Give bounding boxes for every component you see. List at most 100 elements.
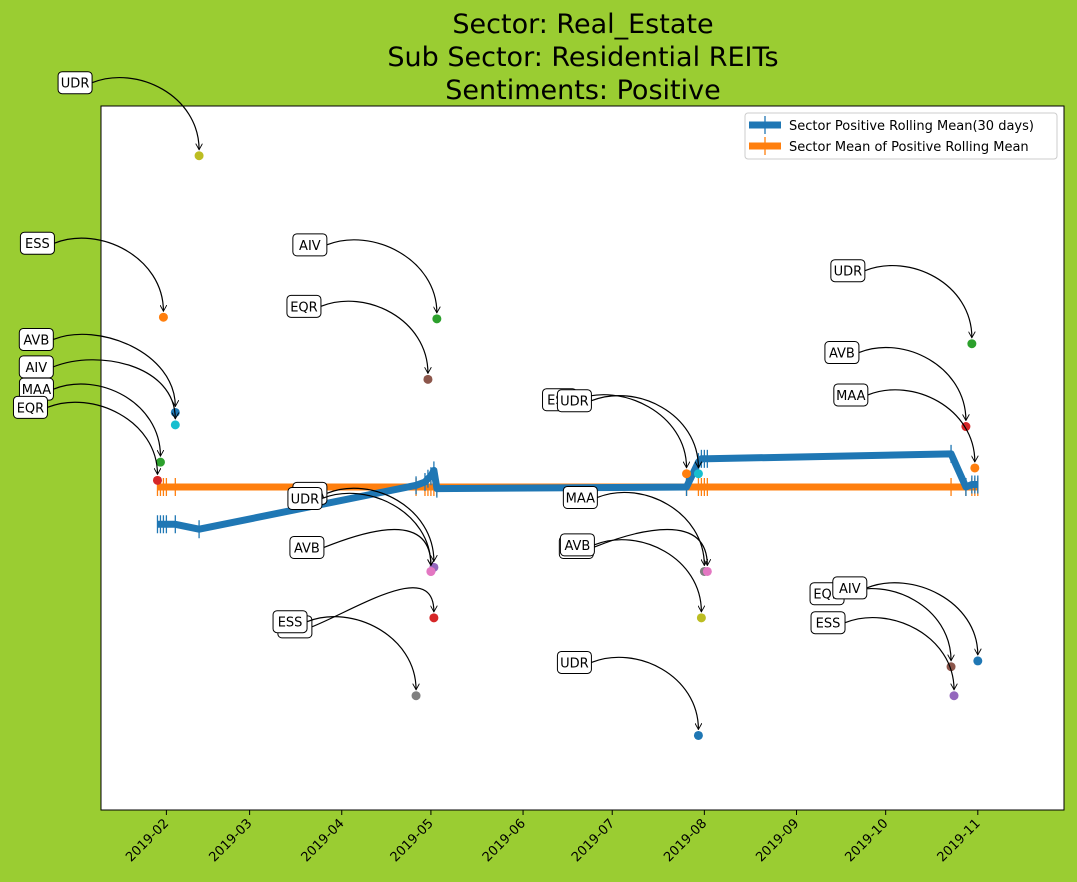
data-point xyxy=(158,312,168,322)
annotation-arrow xyxy=(326,239,437,313)
annotation-arrow xyxy=(91,77,199,150)
x-tick-label: 2019-08 xyxy=(661,816,710,865)
x-tick-label: 2019-05 xyxy=(388,816,437,865)
data-point xyxy=(682,469,692,479)
annotation-box xyxy=(57,71,93,95)
x-tick-label: 2019-04 xyxy=(299,816,348,865)
annotation-label: ESS xyxy=(25,237,50,252)
data-point xyxy=(152,475,162,485)
data-point xyxy=(411,691,421,701)
x-tick-label: 2019-10 xyxy=(842,816,891,865)
x-axis: 2019-02 2019-03 2019-04 2019-05 2019-06 2019-… xyxy=(123,810,984,865)
annotation-box xyxy=(272,610,308,634)
annotation-label: UDR xyxy=(291,492,320,507)
annotation-box xyxy=(12,395,48,419)
annotation-arrow xyxy=(591,395,698,468)
title-line-3: Sentiments: Positive xyxy=(445,75,720,106)
annotation-arrow xyxy=(306,616,416,690)
annotation-arrow xyxy=(320,300,428,373)
annotation-label: AIV xyxy=(25,361,47,376)
annotation-arrow xyxy=(53,333,175,406)
data-point xyxy=(432,314,442,324)
annotation-label: AVB xyxy=(23,333,49,348)
annotation-label: ESS xyxy=(278,616,303,631)
annotation-arrow xyxy=(593,528,707,565)
legend: Sector Positive Rolling Mean(30 days) Sec… xyxy=(744,112,1058,160)
rolling-mean-line xyxy=(156,450,979,533)
annotation-label: AVB xyxy=(294,541,320,556)
annotation-arrow xyxy=(53,359,175,419)
x-tick-label: 2019-07 xyxy=(569,816,618,865)
title-line-1: Sector: Real_Estate xyxy=(452,9,713,40)
data-point xyxy=(970,463,980,473)
annotation-label: UDR xyxy=(834,265,863,280)
annotation-arrow xyxy=(867,389,975,462)
annotation-label: UDR xyxy=(560,395,589,410)
annotation-label: AIV xyxy=(299,239,321,254)
annotation-arrow xyxy=(326,487,434,561)
data-point xyxy=(702,566,712,576)
chart-title: Sector: Real_Estate Sub Sector: Resident… xyxy=(387,9,778,106)
data-point xyxy=(949,691,959,701)
annotation-label: AVB xyxy=(829,347,855,362)
annotation-arrow xyxy=(594,539,701,612)
x-tick-label: 2019-11 xyxy=(935,816,984,865)
annotation-label: MAA xyxy=(566,491,595,506)
legend-label: Sector Mean of Positive Rolling Mean xyxy=(789,140,1029,155)
annotation-arrow xyxy=(597,491,704,565)
annotation-label: MAA xyxy=(22,383,51,398)
data-point xyxy=(693,730,703,740)
legend-label: Sector Positive Rolling Mean(30 days) xyxy=(789,119,1034,134)
annotation-label: EQR xyxy=(17,401,44,416)
data-point xyxy=(423,374,433,384)
annotation-arrow xyxy=(866,582,978,655)
annotation-label: EQR xyxy=(290,300,317,315)
annotation-box xyxy=(289,535,325,559)
annotation-arrow xyxy=(576,394,687,468)
annotation-label: AIV xyxy=(839,582,861,597)
annotation-label: UDR xyxy=(560,656,589,671)
annotation-label: MAA xyxy=(836,389,865,404)
annotation-box xyxy=(810,611,846,635)
annotation-box xyxy=(556,389,592,413)
annotation-box xyxy=(832,576,868,600)
annotation-box xyxy=(19,231,55,255)
annotation-box xyxy=(562,485,598,509)
annotation-box xyxy=(286,294,322,318)
data-point xyxy=(696,613,706,623)
annotation-arrow xyxy=(858,346,966,420)
annotation-arrow xyxy=(311,587,434,628)
series-layer xyxy=(156,444,979,539)
annotation-box xyxy=(287,486,323,510)
data-point xyxy=(194,151,204,161)
x-tick-label: 2019-02 xyxy=(123,816,172,865)
title-line-2: Sub Sector: Residential REITs xyxy=(387,42,778,73)
data-point xyxy=(967,339,977,349)
annotation-label: UDR xyxy=(61,77,90,92)
annotation-label: AVB xyxy=(564,539,590,554)
annotation-box xyxy=(18,327,54,351)
annotation-arrow xyxy=(54,237,163,311)
x-tick-label: 2019-06 xyxy=(480,816,529,865)
annotation-box xyxy=(830,259,866,283)
annotation-arrow xyxy=(53,383,160,456)
annotation-box xyxy=(824,341,860,365)
data-point xyxy=(693,469,703,479)
data-point xyxy=(426,566,436,576)
annotation-box xyxy=(559,533,595,557)
data-point xyxy=(429,613,439,623)
annotation-arrow xyxy=(844,617,954,690)
legend-box xyxy=(744,112,1058,160)
annotation-arrow xyxy=(864,265,972,338)
annotation-layer: UDRESSAVBAIVMAAEQRAIVEQRMAAUDRAVBESSESSE… xyxy=(12,71,983,740)
annotation-arrow xyxy=(591,656,698,729)
annotation-label: ESS xyxy=(816,617,841,632)
annotation-box xyxy=(556,650,592,674)
data-point xyxy=(973,656,983,666)
x-tick-label: 2019-09 xyxy=(753,816,802,865)
x-tick-label: 2019-03 xyxy=(206,816,255,865)
data-point xyxy=(155,457,165,467)
annotation-box xyxy=(292,233,328,257)
annotation-arrow xyxy=(323,529,431,565)
